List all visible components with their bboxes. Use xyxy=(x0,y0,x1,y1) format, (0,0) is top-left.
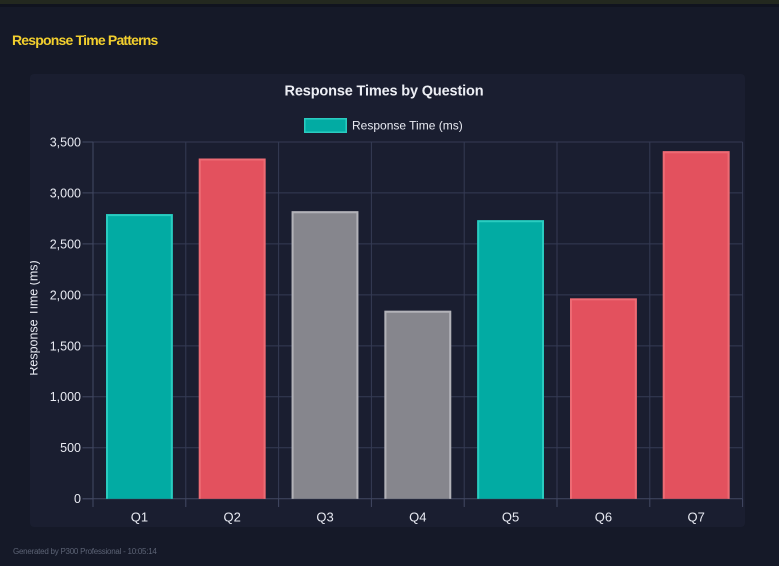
svg-text:Response Time (ms): Response Time (ms) xyxy=(352,118,463,132)
svg-text:2,000: 2,000 xyxy=(50,288,81,302)
svg-text:Q4: Q4 xyxy=(409,509,426,524)
svg-text:Response Times by Question: Response Times by Question xyxy=(285,84,484,100)
svg-text:Q6: Q6 xyxy=(595,509,612,524)
svg-text:500: 500 xyxy=(60,441,81,455)
svg-text:Response Time (ms): Response Time (ms) xyxy=(30,260,41,375)
svg-text:0: 0 xyxy=(74,492,81,506)
svg-text:Q1: Q1 xyxy=(131,509,148,524)
svg-text:2,500: 2,500 xyxy=(50,237,81,251)
svg-text:Q7: Q7 xyxy=(688,509,705,524)
svg-text:3,000: 3,000 xyxy=(50,186,81,200)
svg-text:Q3: Q3 xyxy=(316,509,333,524)
svg-text:1,500: 1,500 xyxy=(50,339,81,353)
svg-text:Q5: Q5 xyxy=(502,509,519,524)
svg-text:Q2: Q2 xyxy=(224,509,241,524)
svg-text:1,000: 1,000 xyxy=(50,390,81,404)
svg-text:3,500: 3,500 xyxy=(50,135,81,149)
